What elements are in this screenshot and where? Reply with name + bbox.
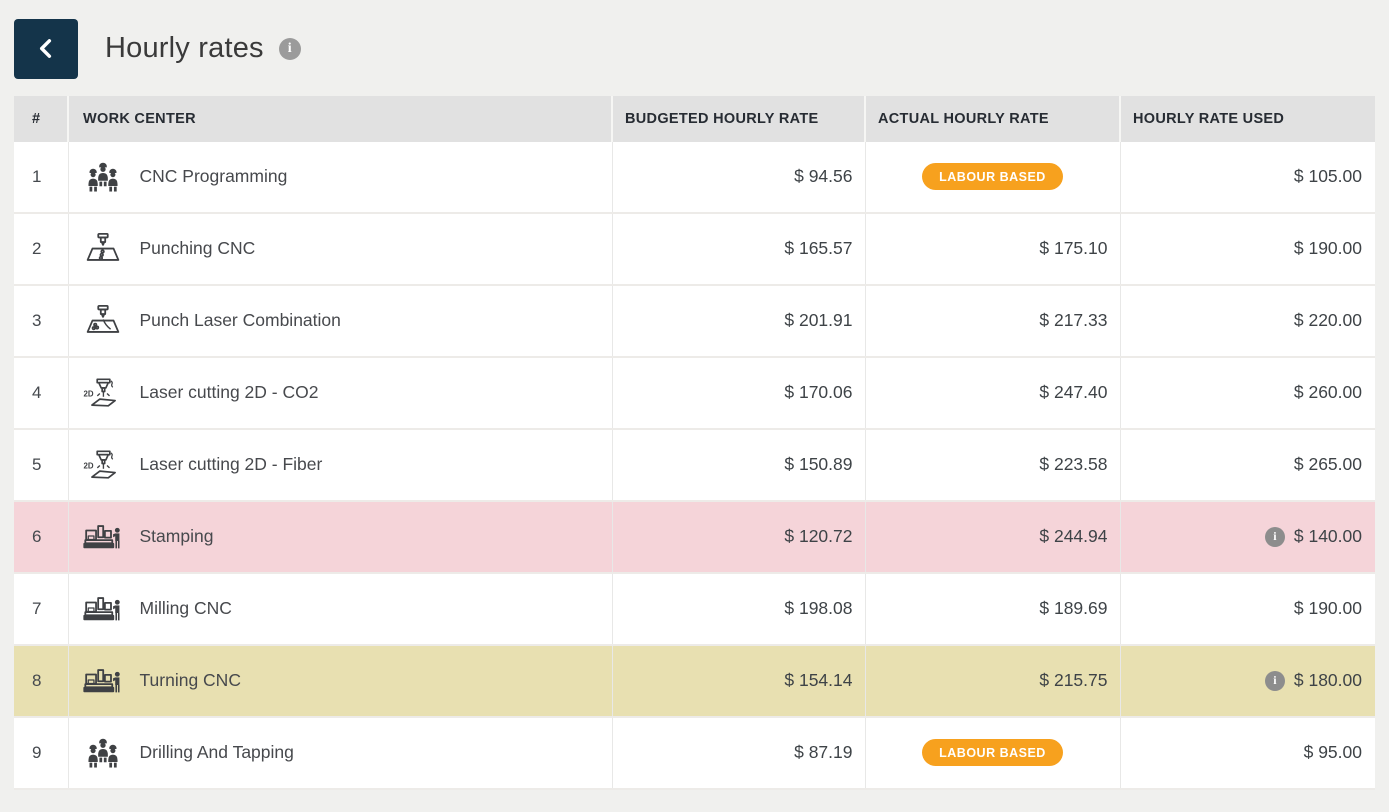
row-number: 3 — [14, 284, 68, 358]
budgeted-rate: $ 120.72 — [611, 500, 865, 574]
actual-rate-cell: $ 247.40 — [864, 356, 1120, 430]
used-rate-value: $ 260.00 — [1293, 382, 1362, 403]
column-header-actual-rate: ACTUAL HOURLY RATE — [864, 95, 1120, 142]
column-header-budgeted-rate: BUDGETED HOURLY RATE — [611, 95, 865, 142]
work-center-label: Laser cutting 2D - Fiber — [139, 454, 323, 475]
work-center-label: Drilling And Tapping — [139, 742, 294, 763]
work-center-label: Punch Laser Combination — [139, 310, 341, 331]
table-row[interactable]: 2 Punching CNC $ 165.57 $ 175.10 $ 190.0… — [14, 212, 1375, 286]
table-row[interactable]: 1 CNC Programming $ 94.56 LABOUR BASED $… — [14, 141, 1375, 214]
work-center-label: Turning CNC — [139, 670, 241, 691]
work-center-label: CNC Programming — [139, 166, 288, 187]
used-rate-cell: $ 190.00 — [1119, 212, 1375, 286]
table-row[interactable]: 6 Stamping $ 120.72 $ 244.94 $ 140.00 — [14, 500, 1375, 574]
table-row[interactable]: 4 2D Laser cutting 2D - CO2 $ 170.06 $ 2… — [14, 356, 1375, 430]
table-header: # WORK CENTER BUDGETED HOURLY RATE ACTUA… — [14, 95, 1375, 142]
budgeted-rate: $ 150.89 — [611, 428, 865, 502]
work-center-label: Milling CNC — [139, 598, 232, 619]
row-number: 9 — [14, 716, 68, 790]
actual-rate-cell: $ 217.33 — [864, 284, 1120, 358]
workers-team-icon — [83, 736, 123, 770]
used-rate-cell: $ 220.00 — [1119, 284, 1375, 358]
actual-rate-cell: LABOUR BASED — [864, 716, 1120, 790]
used-rate-value: $ 105.00 — [1293, 166, 1362, 187]
topbar: Hourly rates — [0, 0, 1389, 96]
workers-team-icon — [83, 160, 123, 194]
row-number: 4 — [14, 356, 68, 430]
info-icon[interactable] — [278, 37, 301, 60]
info-icon[interactable] — [1264, 526, 1285, 547]
table-row[interactable]: 5 2D Laser cutting 2D - Fiber $ 150.89 $… — [14, 428, 1375, 502]
used-rate-cell: $ 190.00 — [1119, 572, 1375, 646]
row-number: 7 — [14, 572, 68, 646]
budgeted-rate: $ 154.14 — [611, 644, 865, 718]
table-body: 1 CNC Programming $ 94.56 LABOUR BASED $… — [14, 141, 1375, 790]
laser-2d-icon: 2D — [83, 448, 123, 482]
work-center-label: Stamping — [139, 526, 214, 547]
column-header-work-center: WORK CENTER — [67, 95, 612, 142]
budgeted-rate: $ 165.57 — [611, 212, 865, 286]
budgeted-rate: $ 170.06 — [611, 356, 865, 430]
used-rate-value: $ 190.00 — [1293, 238, 1362, 259]
table-row[interactable]: 8 Turning CNC $ 154.14 $ 215.75 $ 180.0 — [14, 644, 1375, 718]
row-number: 6 — [14, 500, 68, 574]
used-rate-cell: $ 180.00 — [1119, 644, 1375, 718]
row-number: 2 — [14, 212, 68, 286]
column-header-rate-used: HOURLY RATE USED — [1119, 95, 1375, 142]
row-number: 5 — [14, 428, 68, 502]
used-rate-cell: $ 140.00 — [1119, 500, 1375, 574]
column-header-num: # — [14, 95, 68, 142]
punch-laser-icon — [83, 304, 123, 338]
work-center-label: Laser cutting 2D - CO2 — [139, 382, 319, 403]
back-button[interactable] — [14, 18, 78, 79]
cnc-machine-icon — [82, 592, 123, 626]
actual-rate-cell: LABOUR BASED — [864, 141, 1120, 214]
chevron-left-icon — [35, 35, 58, 62]
used-rate-value: $ 265.00 — [1293, 454, 1362, 475]
used-rate-cell: $ 105.00 — [1119, 141, 1375, 214]
actual-rate-cell: $ 223.58 — [864, 428, 1120, 502]
svg-text:2D: 2D — [83, 390, 93, 399]
used-rate-cell: $ 95.00 — [1119, 716, 1375, 790]
used-rate-cell: $ 265.00 — [1119, 428, 1375, 502]
budgeted-rate: $ 94.56 — [611, 141, 865, 214]
budgeted-rate: $ 201.91 — [611, 284, 865, 358]
table-row[interactable]: 7 Milling CNC $ 198.08 $ 189.69 $ 190.0 — [14, 572, 1375, 646]
actual-rate-cell: $ 215.75 — [864, 644, 1120, 718]
budgeted-rate: $ 87.19 — [611, 716, 865, 790]
actual-rate-cell: $ 244.94 — [864, 500, 1120, 574]
used-rate-value: $ 95.00 — [1303, 742, 1362, 763]
actual-rate-cell: $ 189.69 — [864, 572, 1120, 646]
used-rate-value: $ 140.00 — [1293, 526, 1362, 547]
work-center-label: Punching CNC — [139, 238, 256, 259]
svg-text:2D: 2D — [83, 462, 93, 471]
labour-based-badge: LABOUR BASED — [922, 163, 1063, 191]
actual-rate-cell: $ 175.10 — [864, 212, 1120, 286]
budgeted-rate: $ 198.08 — [611, 572, 865, 646]
row-number: 1 — [14, 141, 68, 214]
row-number: 8 — [14, 644, 68, 718]
hourly-rates-table: # WORK CENTER BUDGETED HOURLY RATE ACTUA… — [14, 95, 1375, 790]
labour-based-badge: LABOUR BASED — [922, 739, 1063, 767]
table-row[interactable]: 3 Punch Laser Combination $ 201.91 $ 217… — [14, 284, 1375, 358]
used-rate-value: $ 190.00 — [1293, 598, 1362, 619]
laser-2d-icon: 2D — [83, 376, 123, 410]
info-icon[interactable] — [1264, 670, 1285, 691]
page-title: Hourly rates — [105, 32, 264, 65]
used-rate-cell: $ 260.00 — [1119, 356, 1375, 430]
used-rate-value: $ 220.00 — [1293, 310, 1362, 331]
used-rate-value: $ 180.00 — [1293, 670, 1362, 691]
punch-machine-icon — [83, 232, 123, 266]
table-row[interactable]: 9 Drilling And Tapping $ 87.19 LABOUR BA… — [14, 716, 1375, 790]
cnc-machine-icon — [82, 664, 123, 698]
cnc-machine-icon — [82, 520, 123, 554]
